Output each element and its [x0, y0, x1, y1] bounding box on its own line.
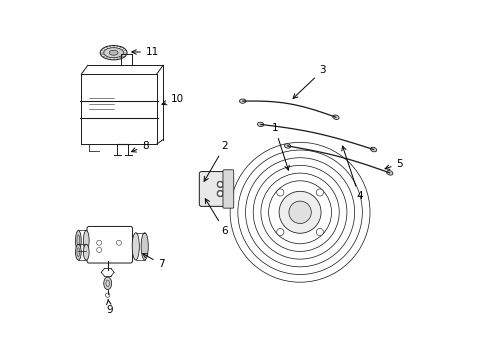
Ellipse shape [217, 190, 223, 197]
Circle shape [276, 189, 284, 196]
Ellipse shape [132, 233, 139, 260]
Text: 3: 3 [292, 65, 325, 98]
Circle shape [288, 201, 311, 224]
Text: 9: 9 [106, 299, 113, 315]
Text: 6: 6 [205, 199, 227, 236]
Ellipse shape [75, 230, 81, 251]
Text: 2: 2 [203, 141, 227, 181]
Text: 1: 1 [271, 123, 288, 170]
Circle shape [217, 191, 223, 196]
Ellipse shape [370, 147, 376, 152]
Ellipse shape [257, 122, 264, 127]
Ellipse shape [100, 45, 127, 60]
Ellipse shape [332, 115, 338, 120]
Circle shape [316, 189, 323, 196]
Ellipse shape [103, 277, 111, 289]
Ellipse shape [239, 99, 245, 103]
Text: 5: 5 [384, 159, 402, 170]
Circle shape [276, 229, 284, 236]
Text: 11: 11 [132, 47, 159, 57]
Ellipse shape [109, 50, 118, 55]
Ellipse shape [83, 230, 89, 251]
Text: 4: 4 [341, 146, 362, 202]
Ellipse shape [141, 233, 148, 260]
Ellipse shape [284, 144, 290, 148]
Ellipse shape [217, 181, 223, 188]
Circle shape [316, 229, 323, 236]
FancyBboxPatch shape [223, 170, 233, 208]
FancyBboxPatch shape [199, 172, 230, 206]
Ellipse shape [83, 244, 89, 260]
Text: 10: 10 [162, 94, 184, 105]
Ellipse shape [75, 244, 81, 260]
Text: 8: 8 [131, 141, 149, 152]
Text: 7: 7 [142, 253, 165, 269]
Ellipse shape [103, 48, 123, 58]
Circle shape [217, 182, 223, 187]
Ellipse shape [386, 171, 392, 175]
Circle shape [279, 191, 321, 233]
